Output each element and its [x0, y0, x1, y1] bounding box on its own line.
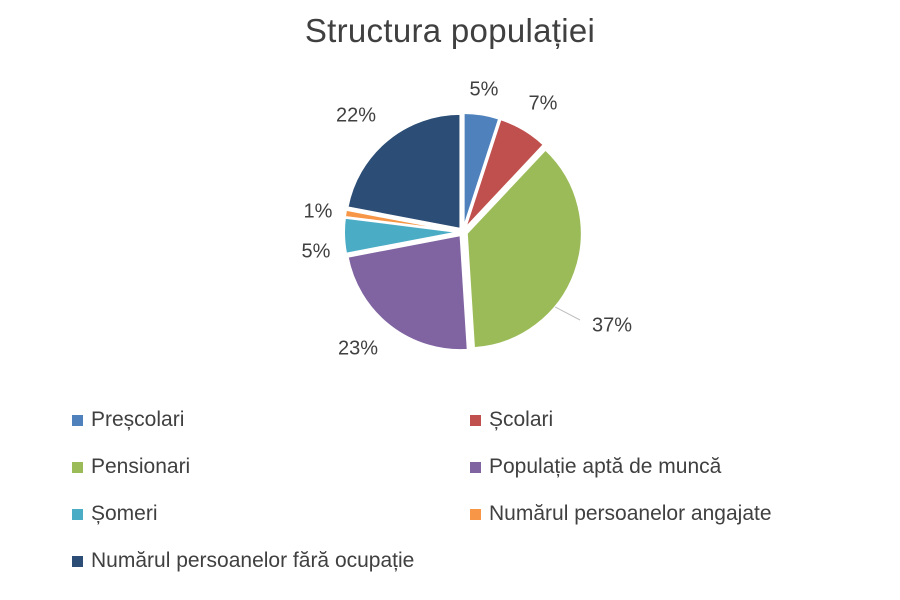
legend-swatch — [470, 508, 481, 520]
legend-label: Șomeri — [91, 502, 158, 525]
data-label-2: 7% — [529, 92, 558, 114]
data-label-4: 23% — [338, 337, 378, 359]
data-label-3: 37% — [592, 314, 632, 336]
chart-title: Structura populației — [304, 12, 596, 49]
legend-item-6: Numărul persoanelor angajate — [470, 502, 772, 526]
legend-label: Școlari — [489, 408, 554, 431]
data-label-6: 1% — [304, 200, 333, 222]
legend-item-4: Populație aptă de muncă — [470, 455, 721, 479]
legend-item-2: Școlari — [470, 408, 553, 432]
legend-swatch — [470, 461, 481, 473]
pie-slice-1 — [462, 112, 501, 229]
pie-slice-4 — [346, 233, 469, 352]
legend-swatch — [72, 508, 83, 520]
pie-slice-7 — [346, 112, 462, 231]
legend-label: Pensionari — [91, 455, 191, 478]
legend-label: Preșcolari — [91, 408, 185, 431]
legend-swatch — [470, 414, 481, 426]
legend-item-5: Șomeri — [72, 502, 158, 526]
pie-slice-6 — [343, 208, 460, 233]
leader-line-3 — [554, 306, 581, 321]
data-label-5: 5% — [302, 240, 331, 262]
legend-item-7: Numărul persoanelor fără ocupație — [72, 549, 414, 573]
pie-slice-3 — [465, 148, 583, 350]
legend-swatch — [72, 555, 83, 567]
pie-slice-2 — [464, 117, 546, 230]
legend-label: Populație aptă de muncă — [489, 455, 722, 478]
data-label-1: 5% — [470, 78, 499, 100]
legend-swatch — [72, 414, 83, 426]
data-label-7: 22% — [336, 104, 376, 126]
legend-label: Numărul persoanelor fără ocupație — [91, 549, 415, 572]
legend-item-1: Preșcolari — [72, 408, 184, 432]
legend-item-3: Pensionari — [72, 455, 190, 479]
legend-label: Numărul persoanelor angajate — [489, 502, 772, 525]
legend-swatch — [72, 461, 83, 473]
